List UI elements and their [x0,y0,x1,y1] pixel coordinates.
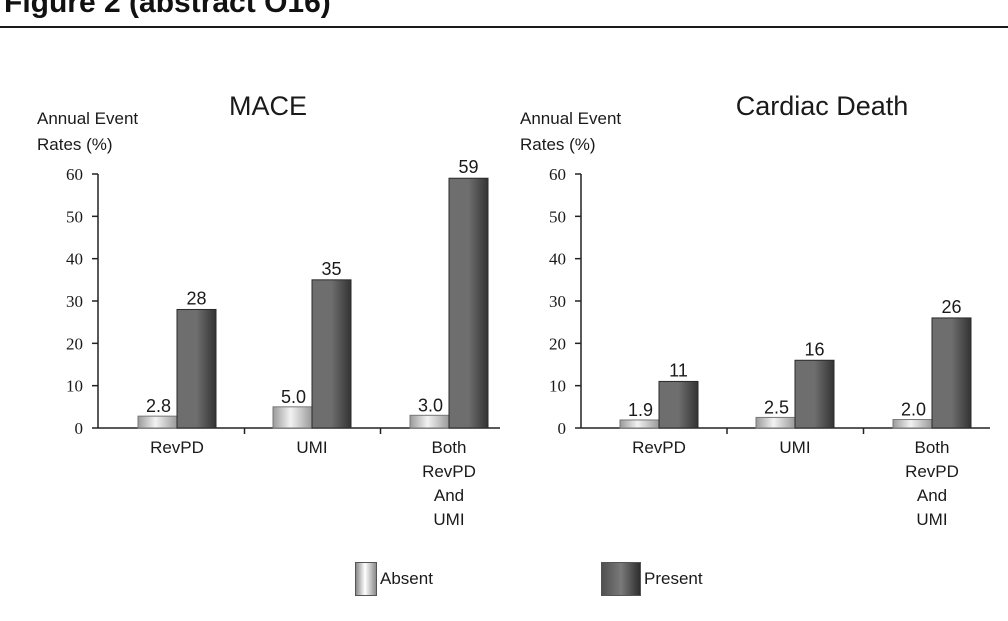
bar-absent-label: 3.0 [418,395,443,415]
x-category-label: And [917,486,947,505]
y-axis-label: Rates (%) [37,135,113,154]
bar-present-label: 16 [804,339,824,359]
y-axis-label: Annual Event [37,109,138,128]
y-tick-label: 30 [549,292,566,311]
bar-absent-label: 2.0 [901,400,926,420]
y-tick-label: 30 [66,292,83,311]
chart-title: MACE [229,91,307,121]
bar-present-label: 26 [941,297,961,317]
bar-absent [272,406,313,429]
legend-present: Present [601,562,703,596]
bar-absent [892,419,933,429]
y-tick-label: 0 [558,419,567,438]
bar-present-label: 59 [458,157,478,177]
y-tick-label: 60 [66,165,83,184]
legend-absent-label: Absent [380,569,433,588]
x-category-label: RevPD [422,462,476,481]
x-category-label: And [434,486,464,505]
chart-0: MACE Annual Event Rates (%) 0 10 20 30 40 50 60 2.… [37,91,500,529]
y-tick-label: 20 [66,334,83,353]
x-category-label: UMI [916,510,947,529]
bar-present [176,308,217,429]
bar-present-label: 35 [321,259,341,279]
legend-present-swatch [601,562,641,596]
bar-present [448,177,489,429]
bar-absent [755,416,796,429]
bar-absent-label: 5.0 [281,387,306,407]
bar-absent [137,415,178,429]
y-tick-label: 50 [66,207,83,226]
y-tick-label: 50 [549,207,566,226]
y-tick-label: 60 [549,165,566,184]
bar-present [311,279,352,429]
chart-title: Cardiac Death [736,91,909,121]
legend-absent: Absent [355,562,433,596]
chart-1: Cardiac Death Annual Event Rates (%) 0 10 20 3… [520,91,990,529]
bar-present [794,359,835,429]
bar-present [658,380,699,429]
title-divider [0,26,1008,28]
y-tick-label: 10 [549,377,566,396]
y-axis-label: Rates (%) [520,135,596,154]
legend-present-label: Present [644,569,703,588]
x-category-label: RevPD [150,438,204,457]
x-category-label: UMI [296,438,327,457]
y-tick-label: 40 [549,250,566,269]
y-axis-label: Annual Event [520,109,621,128]
bar-absent [409,414,450,429]
x-category-label: UMI [779,438,810,457]
x-category-label: RevPD [905,462,959,481]
figure-title: Figure 2 (abstract O16) [4,0,331,19]
x-category-label: Both [915,438,950,457]
y-tick-label: 0 [75,419,84,438]
bar-absent-label: 2.5 [764,397,789,417]
x-category-label: RevPD [632,438,686,457]
y-tick-label: 40 [66,250,83,269]
bar-absent-label: 1.9 [628,400,653,420]
x-category-label: UMI [433,510,464,529]
legend-absent-swatch [355,562,377,596]
x-category-label: Both [432,438,467,457]
bar-absent [619,419,660,429]
bar-present-label: 28 [186,288,206,308]
y-tick-label: 10 [66,377,83,396]
bar-absent-label: 2.8 [146,396,171,416]
bar-present-label: 11 [669,360,688,380]
bar-present [931,317,972,429]
y-tick-label: 20 [549,334,566,353]
